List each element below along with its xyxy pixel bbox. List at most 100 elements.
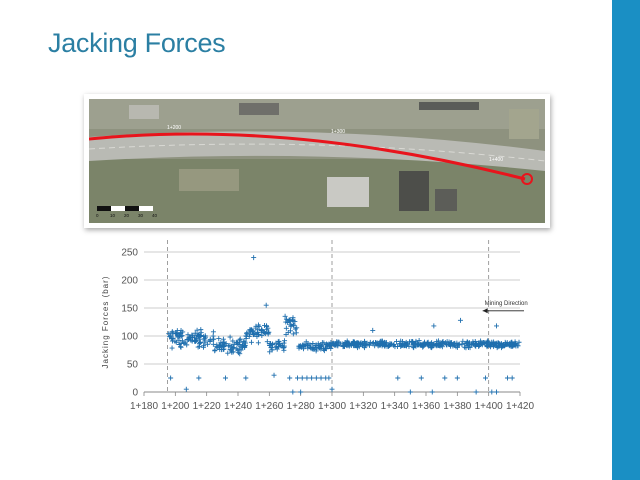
- data-point: [253, 325, 259, 331]
- data-point: [494, 340, 500, 346]
- aerial-photo: 1+200 1+300 1+400 0 10 20 30 40: [89, 99, 545, 223]
- data-point: [227, 334, 233, 340]
- data-point: [220, 342, 226, 348]
- data-point: [389, 341, 395, 347]
- data-point: [196, 344, 202, 350]
- data-point: [494, 323, 499, 329]
- data-point: [479, 340, 485, 346]
- data-point: [192, 337, 198, 343]
- data-point: [321, 340, 327, 346]
- data-point: [266, 329, 272, 335]
- data-point: [244, 330, 250, 336]
- data-point: [176, 337, 182, 343]
- data-point: [377, 340, 383, 346]
- data-point: [229, 349, 235, 355]
- data-point: [216, 336, 222, 342]
- map-building: [435, 189, 457, 211]
- data-point: [298, 389, 304, 395]
- data-point: [276, 341, 282, 347]
- data-point: [235, 340, 241, 346]
- data-point: [351, 339, 357, 345]
- data-point: [169, 338, 175, 344]
- data-point: [506, 342, 512, 348]
- x-tick-label: 1+320: [349, 401, 378, 412]
- data-point: [290, 322, 296, 328]
- data-point: [430, 343, 436, 349]
- scale-label: 40: [152, 213, 158, 218]
- data-point: [298, 343, 304, 349]
- map-building: [327, 177, 369, 207]
- scale-label: 20: [124, 213, 130, 218]
- map-building: [179, 169, 239, 191]
- data-point: [473, 343, 479, 349]
- map-building: [129, 105, 159, 119]
- data-point: [250, 328, 256, 334]
- data-point: [489, 340, 495, 346]
- data-point: [248, 327, 254, 333]
- data-point: [196, 333, 202, 339]
- data-point: [393, 339, 399, 345]
- data-point: [222, 375, 228, 381]
- data-point: [366, 342, 372, 348]
- data-point: [342, 344, 348, 350]
- data-point: [294, 325, 300, 331]
- data-point: [452, 340, 458, 346]
- scale-bar-segment: [125, 206, 139, 211]
- data-point: [473, 389, 479, 395]
- data-point: [267, 341, 273, 347]
- data-point: [243, 335, 249, 341]
- data-point: [178, 334, 184, 340]
- data-point: [395, 375, 401, 381]
- data-point: [289, 317, 295, 323]
- data-point: [310, 341, 316, 347]
- data-point: [491, 341, 497, 347]
- data-point: [202, 336, 208, 342]
- data-point: [231, 341, 237, 347]
- data-point: [182, 340, 188, 346]
- data-point: [470, 340, 476, 346]
- data-point: [207, 339, 213, 345]
- data-point: [404, 341, 410, 347]
- data-point: [295, 375, 301, 381]
- data-point: [318, 375, 324, 381]
- data-point: [489, 389, 495, 395]
- data-point: [246, 333, 252, 339]
- data-point: [237, 337, 243, 343]
- data-point: [293, 330, 299, 336]
- data-point: [180, 338, 186, 344]
- data-point: [212, 348, 218, 354]
- data-point: [210, 333, 216, 339]
- y-tick-label: 150: [121, 304, 138, 315]
- data-point: [230, 338, 236, 344]
- data-point: [192, 330, 198, 336]
- data-point: [259, 327, 265, 333]
- data-point: [234, 346, 240, 352]
- data-point: [287, 375, 293, 381]
- data-point: [275, 344, 281, 350]
- data-point: [247, 331, 253, 337]
- data-point: [425, 340, 431, 346]
- x-tick-label: 1+360: [412, 401, 441, 412]
- data-point: [323, 341, 329, 347]
- mining-direction-arrowhead: [482, 308, 488, 314]
- data-point: [308, 346, 314, 352]
- data-point: [282, 313, 288, 319]
- jacking-forces-chart: 0 50 100 150 200 250 1+180 1+200 1+220 1+240 1+260…: [101, 240, 534, 412]
- data-point: [174, 330, 180, 336]
- y-tick-label: 250: [121, 248, 138, 259]
- data-point: [242, 342, 248, 348]
- x-tick-label: 1+220: [193, 401, 222, 412]
- data-point: [442, 375, 448, 381]
- data-point: [264, 327, 270, 333]
- data-point: [287, 328, 293, 334]
- data-point: [197, 339, 203, 345]
- data-point: [440, 341, 446, 347]
- data-point: [504, 375, 510, 381]
- data-point: [243, 375, 249, 381]
- data-point: [406, 343, 412, 349]
- y-tick-label: 100: [121, 332, 138, 343]
- data-point: [196, 375, 202, 381]
- data-point: [379, 343, 385, 349]
- map-station-label: 1+200: [167, 125, 181, 131]
- x-tick-label: 1+180: [130, 401, 159, 412]
